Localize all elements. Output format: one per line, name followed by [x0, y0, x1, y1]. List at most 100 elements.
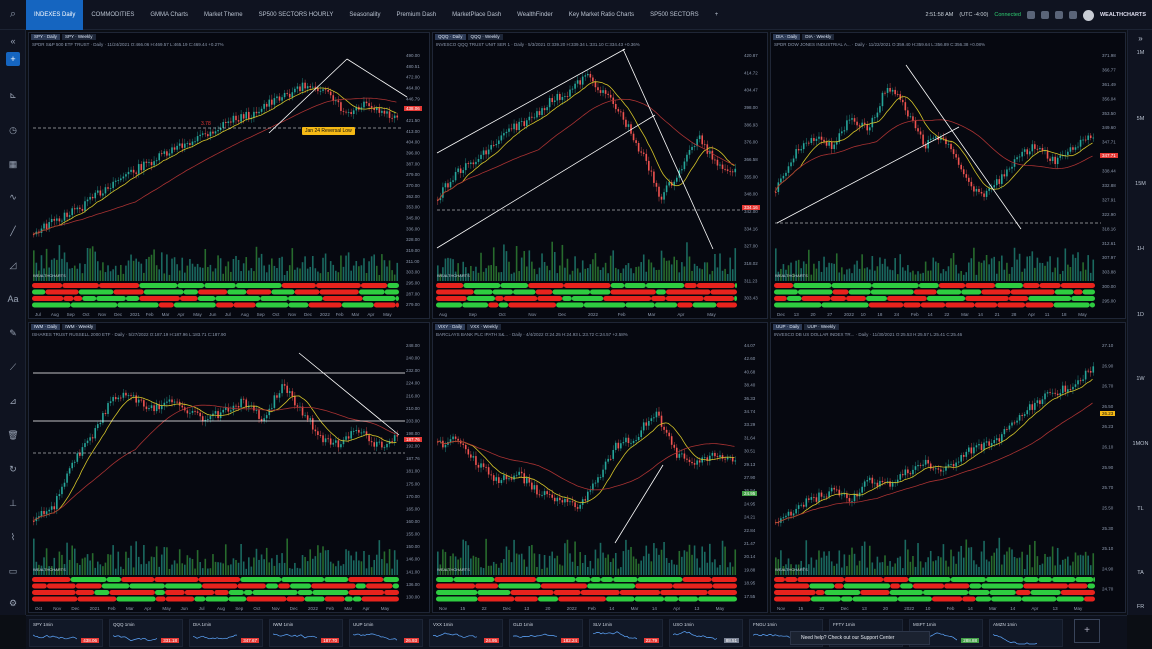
chart-symbol-daily[interactable]: DIA · Daily: [773, 34, 801, 40]
chart-axis-icon[interactable]: ⊾: [9, 90, 17, 100]
chart-panel-iwm[interactable]: 248.00 240.00 232.00 224.00 216.00 210.00 203.…: [28, 322, 430, 613]
gear-icon[interactable]: [1054, 11, 1063, 19]
timeframe-1m[interactable]: 1M: [1136, 50, 1145, 56]
add-watchlist-button[interactable]: +: [1074, 619, 1100, 643]
add-icon[interactable]: +: [6, 52, 20, 66]
measure-icon[interactable]: ⊥: [9, 498, 17, 508]
fib-icon[interactable]: ⊿: [9, 396, 17, 406]
x-tick-label: 24: [894, 312, 900, 317]
tab-7[interactable]: MarketPlace Dash: [452, 11, 502, 18]
chart-canvas[interactable]: 44.07 42.60 40.68 38.40 36.33 34.74 33.29 31.64…: [433, 323, 767, 612]
watchlist-card-uso[interactable]: USO 1min 88.51: [669, 619, 743, 647]
x-tick-label: May: [1078, 312, 1087, 317]
watchlist-card-slv[interactable]: SLV 1min 22.79: [589, 619, 663, 647]
chart-header: IWM · Daily IWM · Weekly: [29, 323, 97, 331]
tab-8[interactable]: WealthFinder: [517, 11, 553, 18]
wave-icon[interactable]: ⌇: [10, 532, 16, 542]
expand-icon[interactable]: »: [1138, 34, 1143, 43]
tab-10[interactable]: SP500 SECTORS: [650, 11, 699, 18]
tab-5[interactable]: Seasonality: [349, 11, 381, 18]
watchlist-card-iwm[interactable]: IWM 1min 187.70: [269, 619, 343, 647]
sparkline: [993, 634, 1037, 645]
chart-symbol-weekly[interactable]: UUP · Weekly: [804, 324, 839, 330]
tab-2[interactable]: GMMA Charts: [150, 11, 189, 18]
timeframe-15m[interactable]: 15M: [1135, 181, 1146, 187]
magnet-icon[interactable]: ↻: [9, 464, 17, 474]
watchlist-card-amzn[interactable]: AMZN 1min: [989, 619, 1063, 647]
chart-panel-vixy[interactable]: 44.07 42.60 40.68 38.40 36.33 34.74 33.29 31.64…: [432, 322, 768, 613]
trend-lines[interactable]: [775, 64, 1101, 230]
x-tick-label: Nov: [272, 606, 281, 611]
brush-icon[interactable]: ✎: [9, 328, 17, 338]
chart-panel-uup[interactable]: 27.10 26.90 26.70 26.50 26.23 26.10 25.90 25.70…: [770, 322, 1126, 613]
chart-panel-spy[interactable]: 490.00 480.51 472.00 464.00 446.79 438.06 421.…: [28, 32, 430, 319]
tab-1[interactable]: COMMODITIES: [91, 11, 135, 18]
clock-icon[interactable]: ◷: [9, 125, 17, 135]
layers-icon[interactable]: ▭: [8, 566, 18, 576]
timeframe-tl[interactable]: TL: [1137, 506, 1144, 512]
tab-0[interactable]: INDEXES Daily: [26, 0, 84, 30]
calendar-icon[interactable]: ▦: [8, 159, 18, 169]
trash-icon[interactable]: 🗑: [7, 430, 19, 440]
timeframe-ta[interactable]: TA: [1137, 570, 1144, 576]
watchlist-price: 26.93: [403, 638, 419, 643]
timeframe-1mon[interactable]: 1MON: [1132, 441, 1149, 447]
x-tick-label: Jul: [225, 312, 231, 317]
timeframe-1h[interactable]: 1H: [1136, 246, 1145, 252]
tab-9[interactable]: Key Market Ratio Charts: [568, 11, 635, 18]
chart-symbol-daily[interactable]: SPY · Daily: [31, 34, 60, 40]
support-chat-prompt[interactable]: Need help? Check out our Support Center: [790, 631, 930, 645]
x-tick-label: 2022: [844, 312, 855, 317]
tab-3[interactable]: Market Theme: [204, 11, 243, 18]
alert-icon[interactable]: [1040, 11, 1049, 19]
chart-annotation[interactable]: Jan 24 Reversal Low: [302, 127, 355, 135]
timeframe-1w[interactable]: 1W: [1136, 376, 1145, 382]
chart-symbol-weekly[interactable]: IWM · Weekly: [62, 324, 97, 330]
watchlist-card-gld[interactable]: GLD 1min 182.24: [509, 619, 583, 647]
chart-canvas[interactable]: 27.10 26.90 26.70 26.50 26.23 26.10 25.90 25.70…: [771, 323, 1125, 612]
watchlist-card-qqq[interactable]: QQQ 1min 331.18: [109, 619, 183, 647]
chart-canvas[interactable]: 490.00 480.51 472.00 464.00 446.79 438.06 421.…: [29, 33, 429, 318]
chart-panel-qqq[interactable]: 420.87 414.72 404.47 398.00 386.93 376.00 366.…: [432, 32, 768, 319]
ruler-icon[interactable]: ⟋: [9, 362, 17, 372]
text-tool-icon[interactable]: Aa: [7, 294, 19, 304]
chart-symbol-daily[interactable]: VIXY · Daily: [435, 324, 466, 330]
watchlist-card-uup[interactable]: UUP 1min 26.93: [349, 619, 423, 647]
chart-symbol-weekly[interactable]: QQQ · Weekly: [467, 34, 503, 40]
trend-lines[interactable]: [33, 58, 408, 134]
help-icon[interactable]: [1068, 11, 1077, 19]
chart-symbol-weekly[interactable]: VXX · Weekly: [467, 324, 501, 330]
line-tool-icon[interactable]: ╱: [10, 226, 16, 236]
y-tick-label: 370.00: [406, 183, 420, 188]
tab-6[interactable]: Premium Dash: [396, 11, 437, 18]
candles: [437, 406, 737, 512]
chart-canvas[interactable]: 248.00 240.00 232.00 224.00 216.00 210.00 203.…: [29, 323, 429, 612]
chart-symbol-daily[interactable]: UUP · Daily: [773, 324, 803, 330]
tab-11[interactable]: +: [714, 11, 719, 18]
chart-symbol-daily[interactable]: QQQ · Daily: [435, 34, 466, 40]
avatar[interactable]: [1082, 9, 1094, 21]
trend-lines[interactable]: [33, 352, 405, 454]
trend-tool-icon[interactable]: ∿: [9, 192, 17, 202]
trend-lines[interactable]: [614, 464, 664, 544]
shape-tool-icon[interactable]: ◿: [9, 260, 17, 270]
collapse-icon[interactable]: «: [10, 36, 16, 46]
chart-panel-dia[interactable]: 371.98 366.77 361.49 356.04 353.50 349.60 347.…: [770, 32, 1126, 319]
settings-tool-icon[interactable]: ⚙: [8, 598, 18, 608]
watchlist-card-vxx[interactable]: VXX 1min 24.95: [429, 619, 503, 647]
timezone-selector[interactable]: (UTC -4:00): [959, 12, 989, 18]
chart-canvas[interactable]: 371.98 366.77 361.49 356.04 353.50 349.60 347.…: [771, 33, 1125, 318]
chart-symbol-weekly[interactable]: SPY · Weekly: [61, 34, 96, 40]
trend-lines[interactable]: [436, 48, 743, 250]
watchlist-card-dia[interactable]: DIA 1min 347.67: [189, 619, 263, 647]
chart-symbol-daily[interactable]: IWM · Daily: [31, 324, 61, 330]
chart-symbol-weekly[interactable]: DIA · Weekly: [802, 34, 835, 40]
timeframe-1d[interactable]: 1D: [1136, 312, 1145, 318]
timeframe-5m[interactable]: 5M: [1136, 116, 1145, 122]
tab-4[interactable]: SP500 SECTORS HOURLY: [258, 11, 334, 18]
search-icon[interactable]: ⌕: [9, 8, 17, 20]
save-icon[interactable]: [1026, 11, 1035, 19]
timeframe-fr[interactable]: FR: [1136, 604, 1145, 610]
chart-canvas[interactable]: 420.87 414.72 404.47 398.00 386.93 376.00 366.…: [433, 33, 767, 318]
watchlist-card-spy[interactable]: SPY 1min 438.06: [29, 619, 103, 647]
